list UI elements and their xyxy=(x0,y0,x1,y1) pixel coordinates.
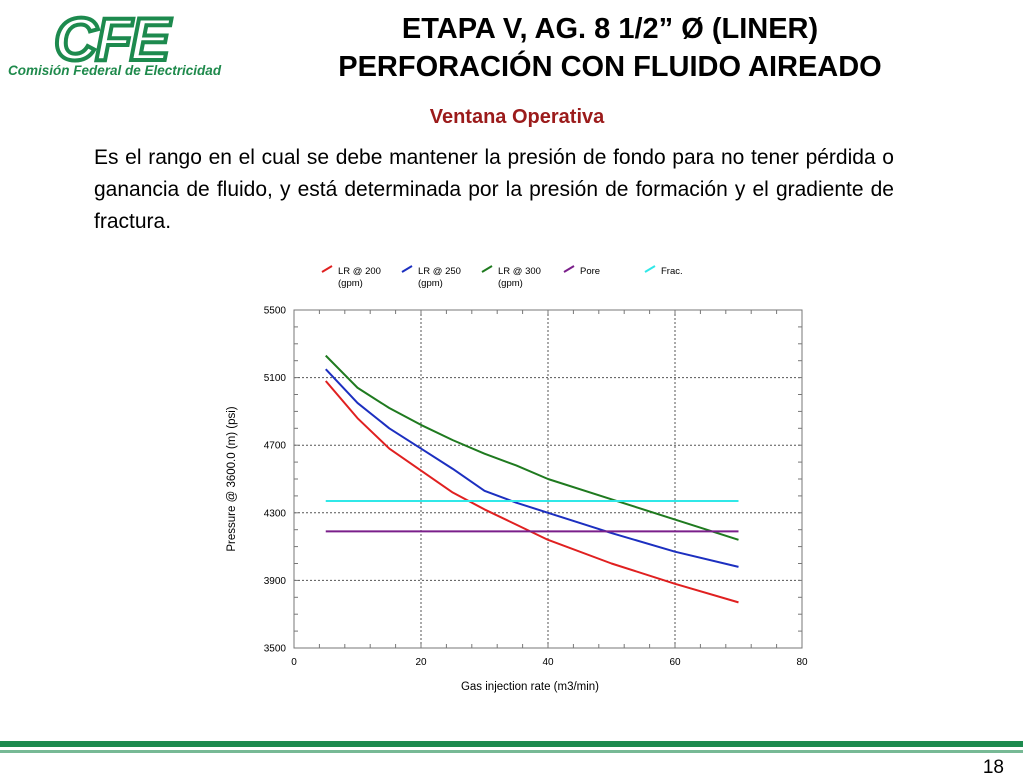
legend-swatch xyxy=(401,265,413,273)
legend-unit: (gpm) xyxy=(338,278,363,289)
chart-ticks: 0 20 40 60 80 3500 3900 4300 4700 5100 5500 xyxy=(264,306,808,669)
title-line-1: ETAPA V, AG. 8 1/2” Ø (LINER) xyxy=(401,13,819,45)
chart-lines xyxy=(324,354,739,604)
legend-swatch xyxy=(481,265,493,273)
y-axis-label: Pressure @ 3600.0 (m) (psi) xyxy=(226,406,238,551)
x-axis-label: Gas injection rate (m3/min) xyxy=(461,681,599,693)
section-subtitle: Ventana Operativa xyxy=(429,106,605,128)
cfe-logo-text: CFE xyxy=(54,6,172,73)
legend-unit: (gpm) xyxy=(418,278,443,289)
y-tick-label: 4300 xyxy=(264,508,287,519)
legend-label: Frac. xyxy=(661,266,683,277)
legend-label: LR @ 200 xyxy=(338,266,381,277)
logo-subtitle: Comisión Federal de Electricidad xyxy=(8,63,222,78)
x-tick-label: 0 xyxy=(291,657,297,668)
cfe-logo: CFE xyxy=(52,4,176,75)
slide-title: ETAPA V, AG. 8 1/2” Ø (LINER) PERFORACIÓ… xyxy=(210,10,1010,86)
legend-unit: (gpm) xyxy=(498,278,523,289)
x-tick-label: 20 xyxy=(415,657,427,668)
series-line xyxy=(325,354,739,541)
y-tick-label: 5100 xyxy=(264,373,287,384)
footer-bar-thin xyxy=(0,750,1023,753)
page-number: 18 xyxy=(982,757,1004,778)
x-tick-label: 60 xyxy=(669,657,681,668)
series-line xyxy=(325,368,739,568)
legend-label: Pore xyxy=(580,266,600,277)
legend-label: LR @ 300 xyxy=(498,266,541,277)
title-line-2: PERFORACIÓN CON FLUIDO AIREADO xyxy=(338,51,882,83)
legend-swatch xyxy=(563,265,575,273)
description-paragraph: Es el rango en el cual se debe mantener … xyxy=(94,146,894,233)
legend-swatch xyxy=(321,265,333,273)
pressure-chart: LR @ 200(gpm)LR @ 250(gpm)LR @ 300(gpm)P… xyxy=(226,265,808,693)
legend-label: LR @ 250 xyxy=(418,266,461,277)
y-tick-label: 4700 xyxy=(264,441,287,452)
legend-swatch xyxy=(644,265,656,273)
x-tick-label: 40 xyxy=(542,657,554,668)
y-tick-label: 5500 xyxy=(264,306,287,317)
y-tick-label: 3500 xyxy=(264,644,287,655)
footer-bar xyxy=(0,741,1023,747)
x-tick-label: 80 xyxy=(796,657,808,668)
chart-legend: LR @ 200(gpm)LR @ 250(gpm)LR @ 300(gpm)P… xyxy=(321,265,683,289)
series-line xyxy=(324,380,739,604)
y-tick-label: 3900 xyxy=(264,576,287,587)
